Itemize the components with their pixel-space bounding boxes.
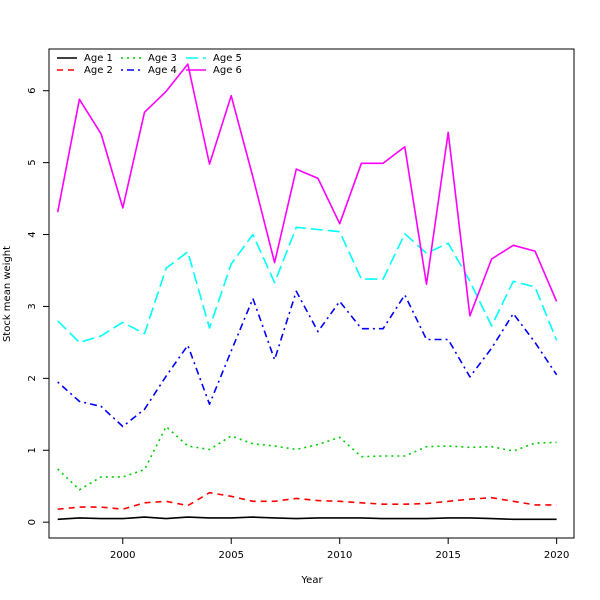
y-tick-label: 6 [27,88,38,94]
x-tick-label: 2000 [110,550,135,561]
plot-frame [48,48,575,539]
series-line-age-5 [57,226,558,344]
legend-label-age-2: Age 2 [84,65,113,76]
legend-label-age-1: Age 1 [84,53,113,64]
legend-label-age-6: Age 6 [213,65,242,76]
series-line-age-3 [57,425,557,491]
y-tick-label: 2 [27,375,38,381]
series-layer [56,63,558,521]
x-axis-title: Year [300,575,323,586]
y-axis-title: Stock mean weight [2,246,13,342]
y-tick-label: 1 [27,447,38,453]
x-tick-label: 2015 [435,550,460,561]
x-tick-label: 2005 [219,550,244,561]
y-axis: 0 1 2 3 4 5 6 [27,88,49,525]
series-line-age-1 [57,516,557,521]
x-axis: 2000 2005 2010 2015 2020 [110,538,569,561]
y-tick-label: 5 [27,159,38,165]
y-tick-label: 3 [27,303,38,309]
y-tick-label: 0 [27,519,38,525]
legend-label-age-3: Age 3 [148,53,177,64]
x-tick-label: 2020 [544,550,569,561]
series-line-age-4 [57,290,558,428]
series-line-age-2 [57,491,557,511]
series-line-age-6 [56,63,558,317]
legend-label-age-4: Age 4 [148,65,177,76]
y-tick-label: 4 [27,231,38,237]
x-tick-label: 2010 [327,550,352,561]
legend-label-age-5: Age 5 [213,53,242,64]
